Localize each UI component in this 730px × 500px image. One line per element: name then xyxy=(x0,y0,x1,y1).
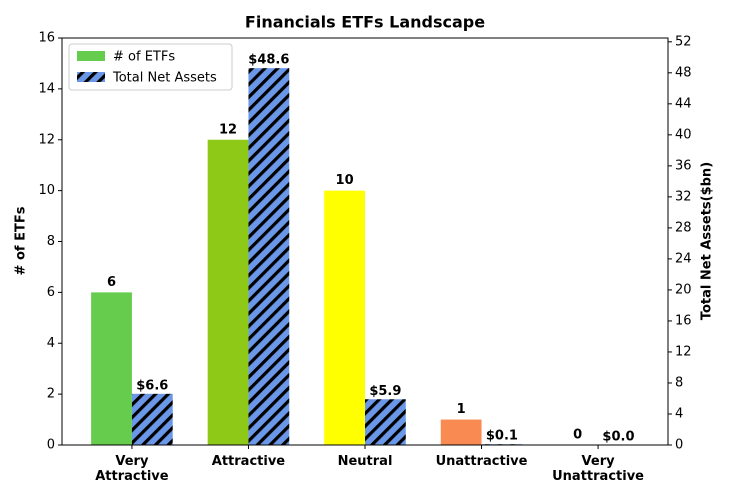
y2-tick-label: 36 xyxy=(675,158,692,173)
y2-tick-label: 16 xyxy=(675,313,692,328)
value-label: $6.6 xyxy=(136,378,168,393)
y-axis-label: # of ETFs xyxy=(14,206,29,275)
legend-box xyxy=(68,43,233,91)
y2-tick-label: 44 xyxy=(675,96,692,111)
y2-tick-label: 8 xyxy=(675,375,683,390)
y-tick-label: 16 xyxy=(38,31,55,46)
legend-swatch xyxy=(77,51,105,61)
value-label: 12 xyxy=(219,122,237,137)
y2-axis-label: Total Net Assets($bn) xyxy=(700,162,715,320)
bar xyxy=(131,393,173,445)
x-tick-label: Attractive xyxy=(211,454,286,469)
bar xyxy=(324,190,365,445)
bar xyxy=(248,68,290,445)
value-label: $0.1 xyxy=(486,429,518,444)
plot-frame xyxy=(61,37,669,446)
value-label: 0 xyxy=(573,428,582,443)
y2-tick-label: 0 xyxy=(675,438,683,453)
bar xyxy=(91,292,132,445)
y2-tick-label: 48 xyxy=(675,65,692,80)
y-tick-label: 6 xyxy=(47,285,55,300)
y2-tick-label: 4 xyxy=(675,406,683,421)
y-tick-label: 10 xyxy=(38,183,55,198)
bar xyxy=(440,419,482,445)
bar xyxy=(365,399,406,445)
legend-swatch xyxy=(77,72,105,82)
y-tick-label: 14 xyxy=(38,81,55,96)
y-tick-label: 4 xyxy=(47,336,55,351)
y2-tick-label: 20 xyxy=(675,282,692,297)
y2-tick-label: 28 xyxy=(675,220,692,235)
y-tick-label: 0 xyxy=(47,438,55,453)
y-tick-label: 12 xyxy=(38,132,55,147)
value-label: $5.9 xyxy=(369,384,401,399)
x-tick-label: Neutral xyxy=(337,454,393,469)
y2-tick-label: 24 xyxy=(675,251,692,266)
y2-tick-label: 40 xyxy=(675,127,692,142)
y-tick-label: 8 xyxy=(47,234,55,249)
bar xyxy=(207,139,249,445)
value-label: $0.0 xyxy=(602,430,634,445)
x-tick-label: Very Unattractive xyxy=(552,454,644,484)
value-label: 6 xyxy=(107,275,116,290)
x-tick-label: Unattractive xyxy=(435,454,528,469)
value-label: 10 xyxy=(336,173,354,188)
legend-label: Total Net Assets xyxy=(112,71,217,86)
legend-label: # of ETFs xyxy=(113,50,175,65)
x-tick-label: Very Attractive xyxy=(95,454,169,484)
y2-tick-label: 32 xyxy=(675,189,692,204)
value-label: 1 xyxy=(457,402,466,417)
chart-title: Financials ETFs Landscape xyxy=(245,13,485,32)
value-label: $48.6 xyxy=(248,53,289,68)
y-tick-label: 2 xyxy=(47,387,55,402)
y2-tick-label: 52 xyxy=(675,34,692,49)
y2-tick-label: 12 xyxy=(675,344,692,359)
